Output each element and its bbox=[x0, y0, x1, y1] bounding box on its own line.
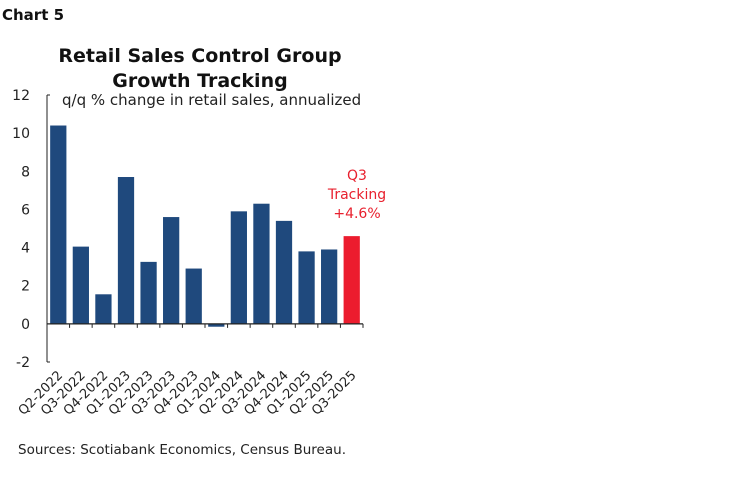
y-tick-label: -2 bbox=[16, 355, 30, 371]
bar-q1-2023 bbox=[117, 177, 135, 324]
y-tick-label: 0 bbox=[21, 317, 30, 333]
bar-q3-2022 bbox=[72, 246, 89, 324]
source-note: Sources: Scotiabank Economics, Census Bu… bbox=[18, 442, 346, 458]
bar-q3-2023 bbox=[163, 217, 180, 324]
annotation-line-1: Q3 bbox=[347, 168, 367, 184]
y-tick-label: 12 bbox=[12, 88, 30, 104]
annotation-line-2: Tracking bbox=[327, 187, 386, 203]
bar-q2-2022 bbox=[50, 125, 67, 324]
annotation-line-3: +4.6% bbox=[333, 206, 380, 222]
chart-subtitle: q/q % change in retail sales, annualized bbox=[62, 91, 361, 109]
chart-title-line-2: Growth Tracking bbox=[112, 70, 287, 92]
y-tick-label: 6 bbox=[21, 202, 30, 218]
bar-q4-2024 bbox=[275, 220, 293, 324]
bar-q2-2023 bbox=[140, 261, 157, 324]
bar-q4-2023 bbox=[185, 268, 202, 324]
bar-q1-2025 bbox=[298, 251, 315, 324]
chart-title-line-1: Retail Sales Control Group bbox=[58, 45, 341, 67]
y-tick-label: 8 bbox=[21, 164, 30, 180]
bar-q3-2025 bbox=[343, 236, 360, 324]
y-tick-label: 4 bbox=[21, 241, 30, 257]
bar-q1-2024 bbox=[208, 323, 225, 327]
y-tick-label: 10 bbox=[12, 126, 30, 142]
chart-number-label: Chart 5 bbox=[2, 6, 64, 24]
bar-q2-2024 bbox=[230, 211, 247, 324]
bar-q3-2024 bbox=[253, 203, 270, 324]
bar-q2-2025 bbox=[321, 249, 338, 324]
y-tick-label: 2 bbox=[21, 279, 30, 295]
bar-q4-2022 bbox=[95, 294, 112, 324]
